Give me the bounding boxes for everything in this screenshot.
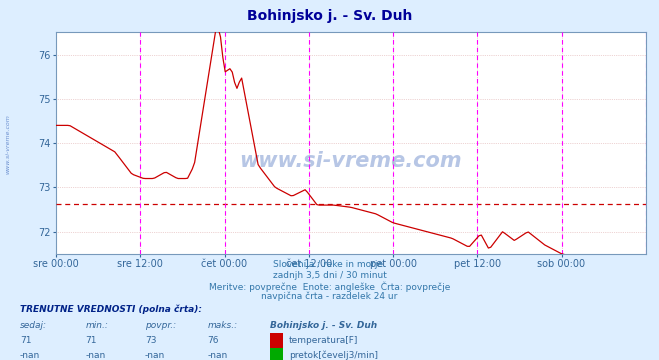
- Text: -nan: -nan: [20, 351, 40, 360]
- Text: Slovenija / reke in morje.: Slovenija / reke in morje.: [273, 260, 386, 269]
- Text: www.si-vreme.com: www.si-vreme.com: [240, 151, 462, 171]
- Text: pretok[čevelj3/min]: pretok[čevelj3/min]: [289, 351, 378, 360]
- Text: min.:: min.:: [86, 321, 109, 330]
- Text: -nan: -nan: [208, 351, 228, 360]
- Text: sedaj:: sedaj:: [20, 321, 47, 330]
- Text: maks.:: maks.:: [208, 321, 238, 330]
- Text: Meritve: povprečne  Enote: angleške  Črta: povprečje: Meritve: povprečne Enote: angleške Črta:…: [209, 282, 450, 292]
- Text: 73: 73: [145, 336, 156, 345]
- Text: -nan: -nan: [86, 351, 106, 360]
- Text: Bohinjsko j. - Sv. Duh: Bohinjsko j. - Sv. Duh: [247, 9, 412, 23]
- Text: TRENUTNE VREDNOSTI (polna črta):: TRENUTNE VREDNOSTI (polna črta):: [20, 304, 202, 314]
- Text: www.si-vreme.com: www.si-vreme.com: [5, 114, 11, 174]
- Text: 76: 76: [208, 336, 219, 345]
- Text: povpr.:: povpr.:: [145, 321, 176, 330]
- Text: 71: 71: [86, 336, 97, 345]
- Text: 71: 71: [20, 336, 31, 345]
- Text: Bohinjsko j. - Sv. Duh: Bohinjsko j. - Sv. Duh: [270, 321, 378, 330]
- Text: zadnjh 3,5 dni / 30 minut: zadnjh 3,5 dni / 30 minut: [273, 271, 386, 280]
- Text: temperatura[F]: temperatura[F]: [289, 336, 358, 345]
- Text: -nan: -nan: [145, 351, 165, 360]
- Text: navpična črta - razdelek 24 ur: navpična črta - razdelek 24 ur: [262, 292, 397, 301]
